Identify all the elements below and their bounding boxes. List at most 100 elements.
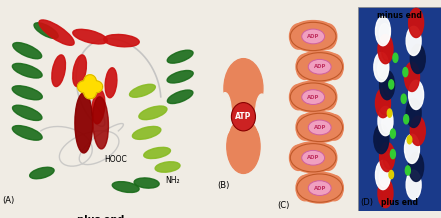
Ellipse shape xyxy=(12,126,42,140)
Ellipse shape xyxy=(144,147,171,158)
Ellipse shape xyxy=(92,90,105,124)
Ellipse shape xyxy=(296,115,314,140)
Ellipse shape xyxy=(293,20,333,40)
Ellipse shape xyxy=(381,185,392,205)
Ellipse shape xyxy=(302,29,325,44)
Ellipse shape xyxy=(105,68,117,98)
Polygon shape xyxy=(78,75,103,99)
Ellipse shape xyxy=(390,129,396,138)
Ellipse shape xyxy=(401,94,406,103)
Ellipse shape xyxy=(325,115,344,140)
Ellipse shape xyxy=(406,98,421,128)
Text: plus end: plus end xyxy=(381,198,418,207)
Text: ADP: ADP xyxy=(307,95,319,100)
Ellipse shape xyxy=(375,17,390,46)
Text: ADP: ADP xyxy=(307,155,319,160)
Ellipse shape xyxy=(389,170,393,179)
Ellipse shape xyxy=(405,166,410,175)
Ellipse shape xyxy=(410,116,425,145)
Ellipse shape xyxy=(381,41,392,61)
Ellipse shape xyxy=(377,131,389,151)
Ellipse shape xyxy=(308,120,331,135)
Ellipse shape xyxy=(112,182,139,192)
Ellipse shape xyxy=(299,112,340,131)
Ellipse shape xyxy=(325,54,344,79)
Ellipse shape xyxy=(319,145,337,170)
Ellipse shape xyxy=(139,106,167,120)
Ellipse shape xyxy=(299,172,340,192)
Ellipse shape xyxy=(155,162,180,172)
Ellipse shape xyxy=(296,54,314,79)
Text: ADP: ADP xyxy=(307,34,319,39)
Text: NH₂: NH₂ xyxy=(165,175,180,184)
Ellipse shape xyxy=(293,142,333,161)
Ellipse shape xyxy=(375,160,390,190)
Ellipse shape xyxy=(387,109,392,117)
Ellipse shape xyxy=(390,150,396,159)
Ellipse shape xyxy=(255,94,268,134)
Ellipse shape xyxy=(409,8,424,37)
Ellipse shape xyxy=(295,155,332,173)
Ellipse shape xyxy=(12,86,42,100)
Ellipse shape xyxy=(378,178,393,208)
Ellipse shape xyxy=(289,145,307,170)
Ellipse shape xyxy=(301,125,338,142)
Ellipse shape xyxy=(12,105,42,121)
Text: plus end: plus end xyxy=(77,215,124,218)
Ellipse shape xyxy=(380,70,395,100)
Ellipse shape xyxy=(404,115,409,124)
Ellipse shape xyxy=(407,136,412,144)
Text: minus end: minus end xyxy=(377,11,422,20)
Ellipse shape xyxy=(302,90,325,104)
Ellipse shape xyxy=(224,59,263,118)
Ellipse shape xyxy=(299,51,340,70)
Ellipse shape xyxy=(301,186,338,203)
Ellipse shape xyxy=(132,126,161,139)
Ellipse shape xyxy=(410,44,425,73)
Ellipse shape xyxy=(379,24,390,43)
Ellipse shape xyxy=(374,53,389,82)
Ellipse shape xyxy=(289,24,307,49)
Ellipse shape xyxy=(374,124,389,154)
Ellipse shape xyxy=(12,63,42,78)
Ellipse shape xyxy=(302,150,325,165)
Ellipse shape xyxy=(319,84,337,110)
Ellipse shape xyxy=(73,55,86,87)
Ellipse shape xyxy=(295,34,332,51)
Ellipse shape xyxy=(403,68,408,77)
Ellipse shape xyxy=(404,62,419,92)
Text: (D): (D) xyxy=(361,198,374,207)
Text: ATP: ATP xyxy=(235,112,252,121)
Ellipse shape xyxy=(404,134,419,164)
Ellipse shape xyxy=(293,81,333,101)
Text: HOOC: HOOC xyxy=(105,155,127,164)
Ellipse shape xyxy=(34,23,58,38)
Ellipse shape xyxy=(381,113,392,133)
Ellipse shape xyxy=(409,152,424,181)
Ellipse shape xyxy=(13,43,42,59)
Ellipse shape xyxy=(168,90,193,104)
Ellipse shape xyxy=(325,175,344,201)
Ellipse shape xyxy=(30,167,54,179)
Text: ADP: ADP xyxy=(314,186,326,191)
Ellipse shape xyxy=(379,167,390,187)
Ellipse shape xyxy=(52,55,66,87)
Text: (A): (A) xyxy=(2,196,15,205)
Ellipse shape xyxy=(308,181,331,196)
Ellipse shape xyxy=(308,60,331,74)
Ellipse shape xyxy=(134,178,159,188)
Ellipse shape xyxy=(234,104,253,129)
Ellipse shape xyxy=(130,84,155,97)
Ellipse shape xyxy=(378,106,393,136)
Ellipse shape xyxy=(167,70,193,83)
Ellipse shape xyxy=(73,29,107,44)
Ellipse shape xyxy=(383,77,394,97)
Ellipse shape xyxy=(379,95,390,115)
Ellipse shape xyxy=(389,80,394,89)
Text: (C): (C) xyxy=(277,201,290,210)
Ellipse shape xyxy=(219,93,232,135)
Ellipse shape xyxy=(409,80,424,109)
Text: ADP: ADP xyxy=(314,64,326,69)
Ellipse shape xyxy=(383,149,394,169)
Ellipse shape xyxy=(377,60,389,79)
